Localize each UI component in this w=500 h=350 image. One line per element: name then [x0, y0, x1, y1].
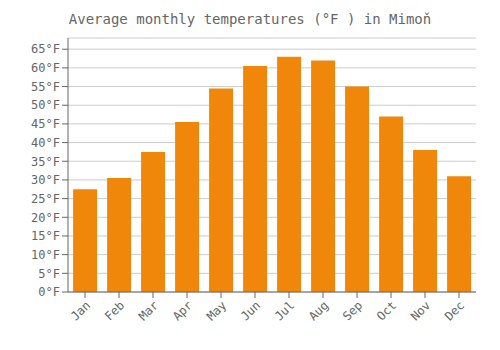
svg-text:0°F: 0°F	[38, 285, 60, 299]
svg-text:Dec: Dec	[442, 298, 467, 323]
svg-text:60°F: 60°F	[31, 61, 60, 75]
svg-text:5°F: 5°F	[38, 267, 60, 281]
svg-text:Jul: Jul	[272, 298, 297, 323]
svg-text:Jan: Jan	[68, 298, 93, 323]
svg-text:20°F: 20°F	[31, 211, 60, 225]
svg-text:Apr: Apr	[170, 298, 195, 323]
svg-text:Mar: Mar	[136, 298, 161, 323]
svg-text:40°F: 40°F	[31, 136, 60, 150]
svg-text:May: May	[204, 298, 229, 323]
svg-text:Jun: Jun	[238, 298, 263, 323]
svg-text:Sep: Sep	[340, 298, 365, 323]
svg-text:Aug: Aug	[306, 298, 331, 323]
svg-text:35°F: 35°F	[31, 155, 60, 169]
svg-text:55°F: 55°F	[31, 80, 60, 94]
svg-text:Nov: Nov	[408, 298, 433, 323]
svg-text:65°F: 65°F	[31, 42, 60, 56]
svg-text:50°F: 50°F	[31, 98, 60, 112]
svg-text:15°F: 15°F	[31, 229, 60, 243]
svg-text:Oct: Oct	[374, 298, 399, 323]
svg-text:45°F: 45°F	[31, 117, 60, 131]
svg-text:30°F: 30°F	[31, 173, 60, 187]
svg-text:25°F: 25°F	[31, 192, 60, 206]
svg-text:10°F: 10°F	[31, 248, 60, 262]
html-text:Average monthly temperatures (: Average monthly temperatures (°F ) in Mi…	[68, 11, 432, 27]
svg-text:Feb: Feb	[102, 298, 127, 323]
